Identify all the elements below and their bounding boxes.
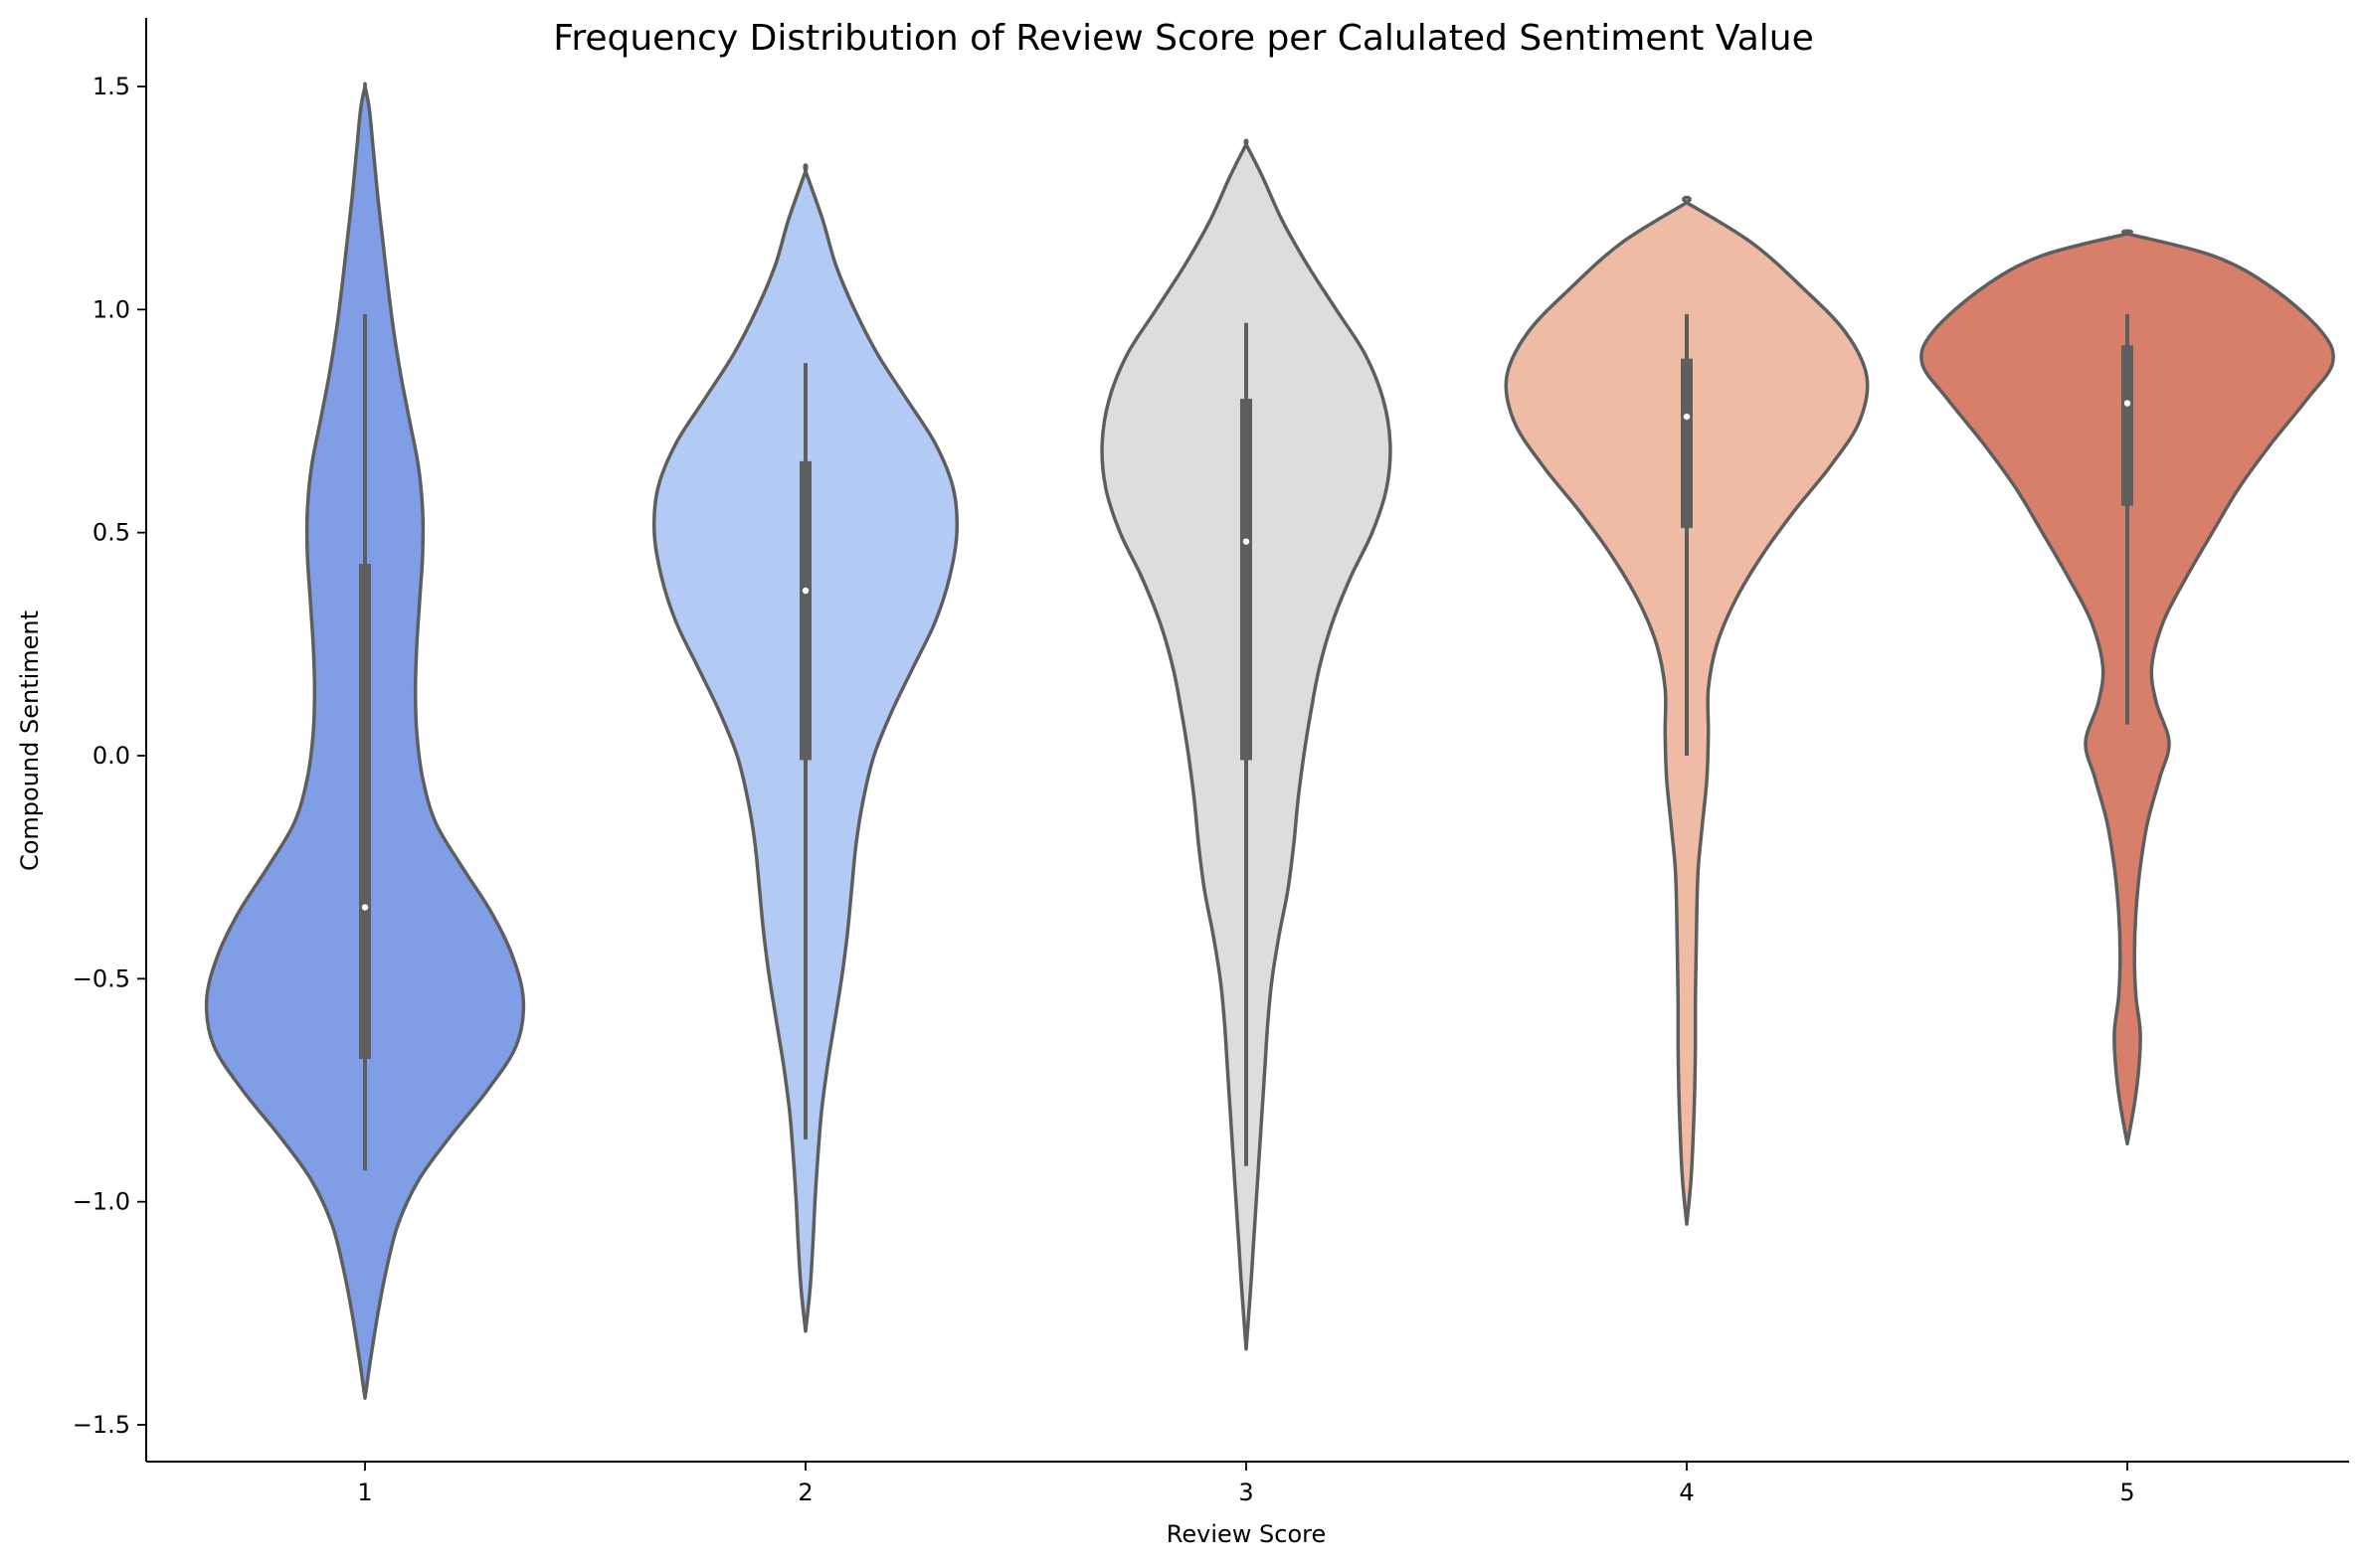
median-point-5	[2123, 400, 2131, 407]
x-tick-label: 3	[1238, 1479, 1253, 1506]
y-tick-label: 1.0	[92, 295, 130, 323]
iqr-box-3	[1240, 399, 1252, 761]
violin-2	[651, 163, 960, 1333]
x-tick-label: 2	[798, 1479, 813, 1506]
median-point-4	[1683, 413, 1691, 421]
chart-title: Frequency Distribution of Review Score p…	[553, 18, 1813, 59]
median-point-1	[361, 904, 369, 911]
y-axis-title: Compound Sentiment	[16, 610, 44, 871]
violin-1	[204, 82, 526, 1400]
x-axis-title: Review Score	[1167, 1520, 1326, 1548]
iqr-box-2	[800, 460, 812, 761]
y-tick-label: −1.0	[73, 1188, 130, 1216]
violin-4	[1504, 195, 1870, 1226]
violin-5	[1919, 229, 2335, 1146]
x-tick-label: 1	[357, 1479, 372, 1506]
violin-3	[1100, 138, 1392, 1351]
x-tick-label: 4	[1679, 1479, 1694, 1506]
y-tick-label: 0.5	[92, 519, 130, 547]
y-tick-label: −1.5	[73, 1411, 130, 1439]
y-tick-label: −0.5	[73, 964, 130, 992]
y-tick-label: 0.0	[92, 742, 130, 770]
iqr-box-5	[2121, 345, 2133, 506]
x-tick-label: 5	[2119, 1479, 2134, 1506]
iqr-box-1	[359, 564, 371, 1060]
iqr-box-4	[1681, 358, 1693, 529]
median-point-2	[802, 587, 810, 595]
y-tick-label: 1.5	[92, 73, 130, 100]
axes-layer: −1.5 −1.0 −0.5 0.0 0.5 1.0 1.5 1 2 3 4 5	[73, 18, 2349, 1506]
median-point-3	[1242, 538, 1250, 545]
violins-layer	[204, 82, 2335, 1400]
